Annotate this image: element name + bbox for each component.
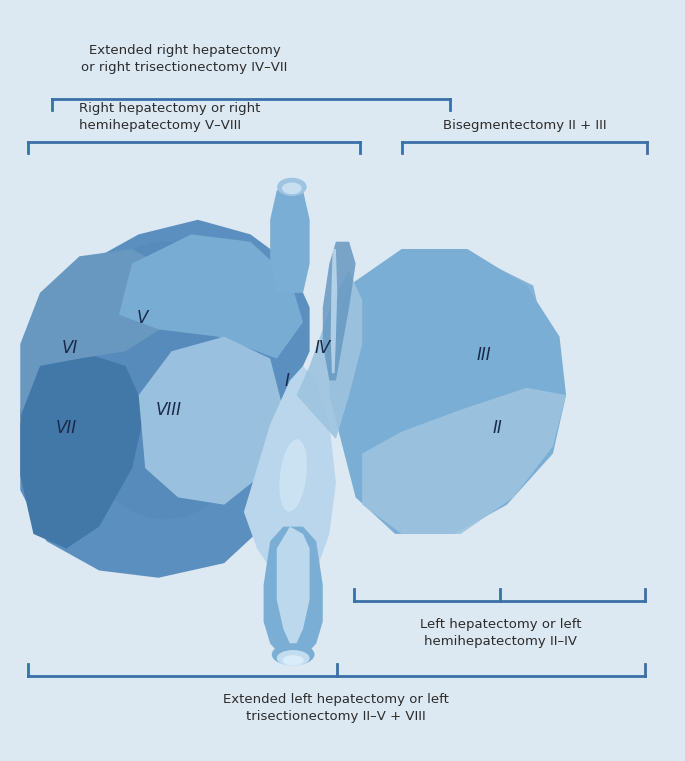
Text: I: I	[284, 371, 289, 390]
Ellipse shape	[272, 644, 314, 665]
Polygon shape	[323, 242, 356, 380]
Polygon shape	[264, 527, 323, 658]
Text: IV: IV	[314, 339, 331, 357]
Polygon shape	[329, 249, 566, 534]
Text: Bisegmentectomy II + III: Bisegmentectomy II + III	[443, 119, 606, 132]
Ellipse shape	[282, 183, 301, 194]
Ellipse shape	[277, 178, 307, 196]
Text: Extended right hepatectomy
or right trisectionectomy IV–VII: Extended right hepatectomy or right tris…	[82, 43, 288, 74]
Text: VI: VI	[62, 339, 77, 357]
Text: III: III	[477, 346, 491, 364]
Polygon shape	[138, 336, 284, 505]
Polygon shape	[21, 249, 171, 417]
Polygon shape	[331, 249, 337, 373]
Ellipse shape	[279, 439, 307, 511]
Text: Right hepatectomy or right
hemihepatectomy V–VIII: Right hepatectomy or right hemihepatecto…	[79, 102, 261, 132]
Polygon shape	[297, 271, 362, 439]
Ellipse shape	[283, 655, 303, 665]
Text: V: V	[136, 310, 148, 327]
Text: VIII: VIII	[155, 401, 182, 419]
Polygon shape	[277, 527, 310, 644]
Polygon shape	[244, 366, 336, 585]
Polygon shape	[362, 388, 566, 534]
Ellipse shape	[66, 242, 264, 519]
Text: Extended left hepatectomy or left
trisectionectomy II–V + VIII: Extended left hepatectomy or left trisec…	[223, 693, 449, 723]
Polygon shape	[21, 352, 145, 549]
Text: II: II	[492, 419, 502, 437]
Polygon shape	[270, 183, 310, 293]
Polygon shape	[119, 234, 303, 358]
Polygon shape	[21, 220, 310, 578]
Ellipse shape	[277, 650, 310, 666]
Polygon shape	[336, 249, 547, 425]
Text: Left hepatectomy or left
hemihepatectomy II–IV: Left hepatectomy or left hemihepatectomy…	[420, 618, 581, 648]
Text: VII: VII	[55, 419, 77, 437]
